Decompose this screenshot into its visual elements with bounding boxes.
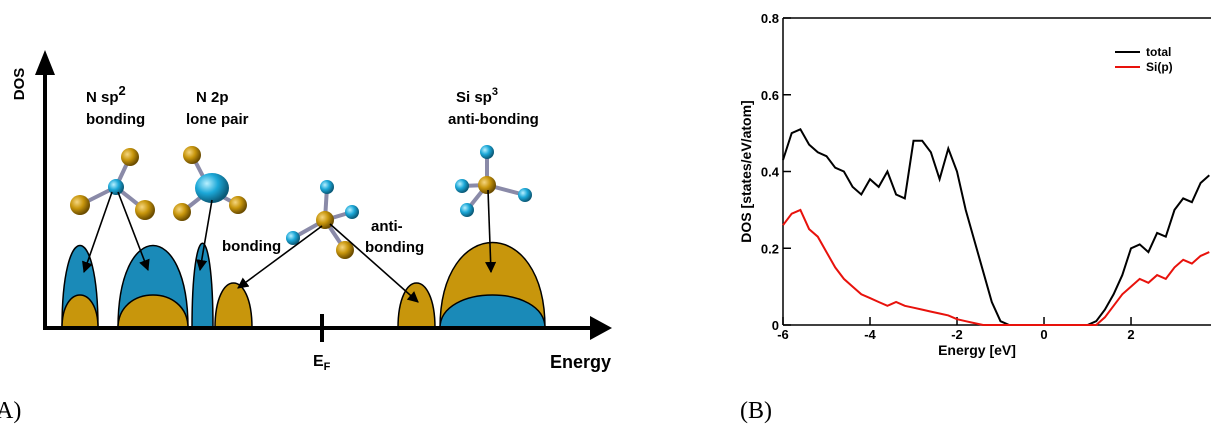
label-text: N sp: [86, 89, 119, 106]
label: anti-: [371, 218, 403, 235]
superscript: 2: [119, 83, 126, 98]
line-series: [782, 208, 1210, 326]
panel-label: (B): [740, 398, 772, 424]
schematic: DOS N sp2 bonding N 2p lone pair Si sp3 …: [0, 50, 612, 424]
legend-label: Si(p): [1146, 60, 1173, 74]
label-text: Si sp: [456, 89, 492, 106]
panel-label: A): [0, 398, 21, 424]
superscript: 3: [492, 86, 498, 98]
label: N sp2: [86, 83, 126, 106]
y-tick-label: 0: [772, 318, 779, 333]
subscript: F: [324, 361, 331, 373]
label: N 2p: [196, 89, 229, 106]
legend-label: total: [1146, 45, 1171, 59]
label: Si sp3: [456, 86, 498, 106]
label: anti-bonding: [448, 111, 539, 128]
y-tick-label: 0.2: [761, 241, 779, 256]
x-tick-label: -4: [864, 327, 876, 342]
x-tick-label: -2: [951, 327, 963, 342]
y-tick-label: 0.8: [761, 11, 779, 26]
x-axis-label: Energy [eV]: [938, 342, 1016, 358]
x-tick-label: 2: [1127, 327, 1134, 342]
label: bonding: [365, 239, 424, 256]
axis-label: Energy: [550, 352, 611, 372]
y-tick-label: 0.4: [761, 165, 780, 180]
x-tick-label: 0: [1040, 327, 1047, 342]
line-series: [782, 128, 1210, 326]
y-tick-label: 0.6: [761, 88, 779, 103]
y-axis-label: DOS [states/eV/atom]: [738, 100, 754, 242]
label: bonding: [222, 238, 281, 255]
label: bonding: [86, 111, 145, 128]
label-text: E: [313, 353, 324, 370]
x-tick-label: -6: [777, 327, 789, 342]
label: lone pair: [186, 111, 249, 128]
axis-label: DOS: [11, 68, 28, 101]
fermi-label: EF: [313, 353, 331, 373]
